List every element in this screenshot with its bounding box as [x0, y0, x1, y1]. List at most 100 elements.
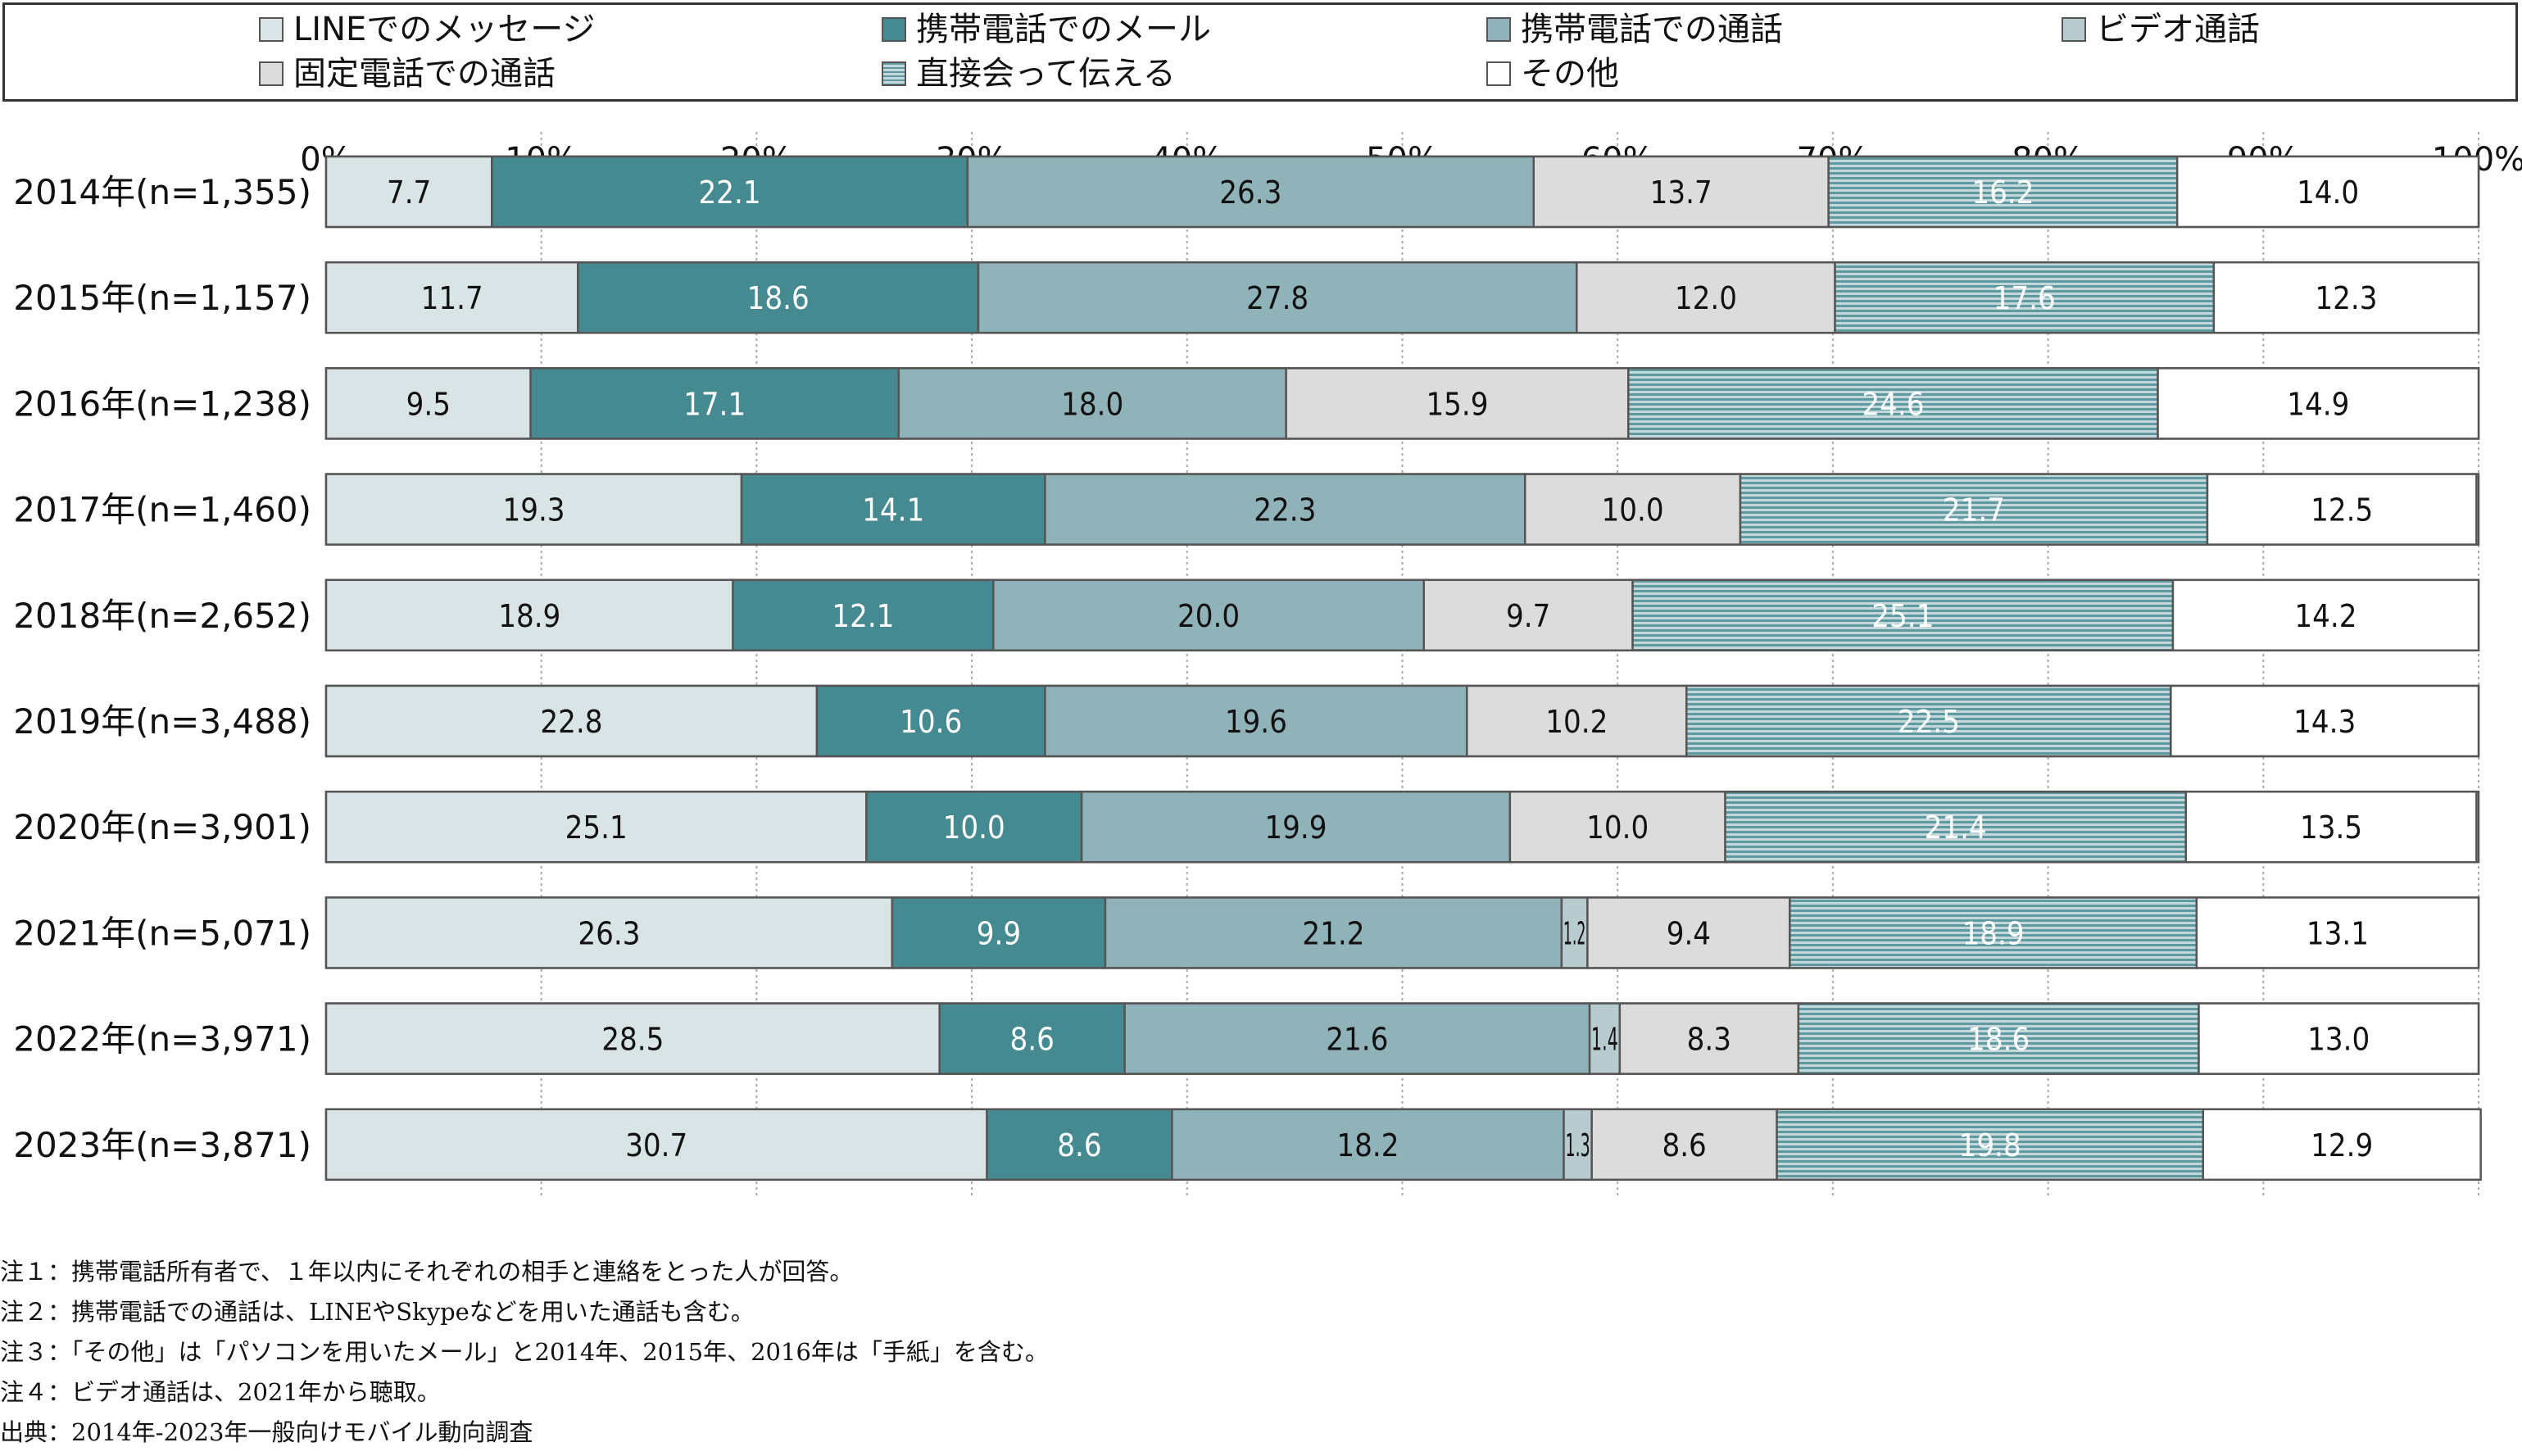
bar-value-label: 13.5	[2300, 810, 2362, 846]
bar-segment	[324, 684, 819, 758]
bar-segment	[1588, 1002, 1622, 1075]
category-label: 2021年(n=5,071)	[13, 913, 311, 953]
legend-swatch	[882, 61, 906, 86]
bar-value-label: 8.3	[1687, 1022, 1731, 1058]
bar-segment	[2157, 367, 2480, 440]
bar-segment	[2171, 578, 2480, 652]
bar-segment	[1776, 1108, 2204, 1182]
category-label: 2018年(n=2,652)	[13, 596, 311, 636]
bar-segment	[966, 155, 1535, 229]
bar-segment	[815, 684, 1046, 758]
bar-segment	[1685, 684, 2172, 758]
bar-value-label: 12.3	[2315, 280, 2377, 316]
note-line: 注１：携帯電話所有者で、１年以内にそれぞれの相手と連絡をとった人が回答。	[0, 1258, 854, 1286]
legend-label: その他	[1521, 55, 1619, 93]
bar-segment	[1586, 896, 1791, 969]
bar-segment	[1590, 1108, 1778, 1182]
bar-value-label: 14.9	[2287, 386, 2349, 422]
category-label: 2023年(n=3,871)	[13, 1125, 311, 1165]
bar-segment	[1834, 261, 2216, 334]
bar-value-label: 22.8	[540, 704, 602, 740]
bar-segment	[732, 578, 995, 652]
bar-value-label: 18.0	[1061, 386, 1123, 422]
category-label: 2019年(n=3,488)	[13, 701, 311, 742]
bar-value-label: 14.3	[2293, 704, 2356, 740]
bar-segment	[1631, 578, 2175, 652]
legend-item: LINEでのメッセージ	[259, 11, 595, 48]
legend-item: 固定電話での通話	[259, 56, 556, 92]
bar-value-label: 24.6	[1862, 386, 1924, 422]
category-label: 2017年(n=1,460)	[13, 490, 311, 530]
bar-value-label: 10.2	[1545, 704, 1608, 740]
bar-segment	[1627, 367, 2159, 440]
bar-segment	[2206, 473, 2478, 546]
bar-value-label: 1.4	[1591, 1022, 1618, 1058]
bar-value-label: 9.5	[406, 386, 451, 422]
bar-value-label: 12.5	[2311, 492, 2373, 528]
legend-item: 携帯電話でのメール	[882, 11, 1211, 48]
bar-value-label: 12.9	[2311, 1127, 2373, 1163]
bar-value-label: 21.4	[1925, 810, 1987, 846]
legend-item: その他	[1486, 56, 1619, 92]
bar-segment	[986, 1108, 1173, 1182]
bar-value-label: 8.6	[1662, 1127, 1706, 1163]
bar-value-label: 11.7	[421, 280, 483, 316]
bar-segment	[1044, 473, 1526, 546]
bar-segment	[1466, 684, 1688, 758]
bar-value-label: 14.0	[2297, 175, 2359, 211]
bar-value-label: 12.1	[832, 598, 894, 634]
bar-segment	[865, 790, 1083, 864]
bar-segment	[2195, 896, 2480, 969]
bar-value-label: 13.1	[2307, 915, 2369, 951]
bar-value-label: 7.7	[387, 175, 431, 211]
bar-value-label: 19.8	[1959, 1127, 2021, 1163]
bar-value-label: 10.0	[1586, 810, 1649, 846]
bar-value-label: 13.7	[1650, 175, 1712, 211]
bar-segment	[577, 261, 980, 334]
bar-value-label: 25.1	[1871, 598, 1934, 634]
bar-value-label: 1.3	[1566, 1127, 1590, 1163]
bar-segment	[1080, 790, 1512, 864]
bar-segment	[1422, 578, 1634, 652]
bar-value-label: 15.9	[1426, 386, 1488, 422]
bar-segment	[324, 1002, 941, 1075]
bar-segment	[2175, 155, 2480, 229]
bar-value-label: 19.6	[1225, 704, 1287, 740]
category-label: 2022年(n=3,971)	[13, 1019, 311, 1059]
legend-swatch	[882, 17, 906, 42]
bar-value-label: 22.1	[699, 175, 761, 211]
bar-segment	[1563, 1108, 1593, 1182]
category-label: 2020年(n=3,901)	[13, 807, 311, 847]
bar-value-label: 22.5	[1898, 704, 1960, 740]
category-label: 2014年(n=1,355)	[13, 172, 311, 212]
bar-value-label: 8.6	[1057, 1127, 1101, 1163]
bar-value-label: 19.9	[1264, 810, 1327, 846]
bar-value-label: 18.6	[747, 280, 810, 316]
bar-value-label: 16.2	[1971, 175, 2034, 211]
bar-value-label: 9.4	[1667, 915, 1711, 951]
bar-segment	[491, 155, 969, 229]
bar-segment	[324, 367, 532, 440]
bar-segment	[324, 896, 894, 969]
bar-segment	[2202, 1108, 2482, 1182]
bar-segment	[897, 367, 1287, 440]
note-line: 注２：携帯電話での通話は、LINEやSkypeなどを用いた通話も含む。	[0, 1298, 755, 1326]
bar-value-label: 12.0	[1675, 280, 1737, 316]
legend-item: 直接会って伝える	[882, 56, 1176, 92]
legend-label: 携帯電話でのメール	[916, 11, 1211, 48]
legend: LINEでのメッセージ 携帯電話でのメール 携帯電話での通話 ビデオ通話固定電話での通…	[2, 2, 2518, 102]
bar-segment	[324, 578, 734, 652]
legend-label: 携帯電話での通話	[1521, 11, 1783, 48]
bar-segment	[1827, 155, 2179, 229]
bar-value-label: 21.7	[1943, 492, 2005, 528]
bar-value-label: 26.3	[1219, 175, 1281, 211]
bar-segment	[324, 155, 493, 229]
legend-swatch	[259, 61, 283, 86]
bar-value-label: 8.6	[1009, 1022, 1054, 1058]
bar-value-label: 26.3	[578, 915, 640, 951]
legend-item: ビデオ通話	[2062, 11, 2260, 48]
bar-value-label: 21.6	[1326, 1022, 1388, 1058]
bar-value-label: 19.3	[502, 492, 565, 528]
legend-label: LINEでのメッセージ	[293, 11, 596, 48]
